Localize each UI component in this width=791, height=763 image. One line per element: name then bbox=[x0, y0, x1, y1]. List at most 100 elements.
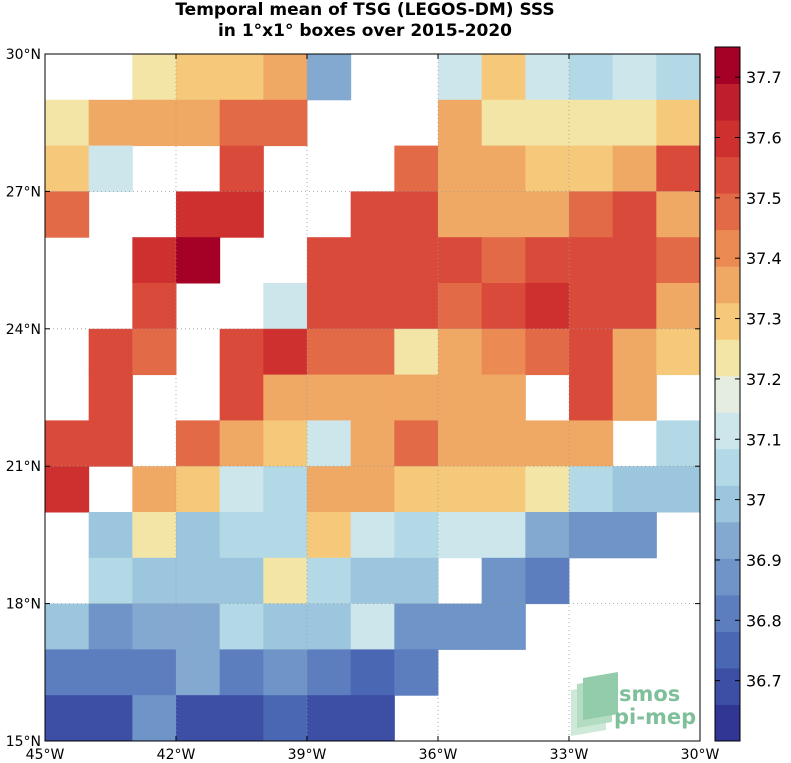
sss-cell bbox=[656, 420, 701, 467]
sss-cell bbox=[394, 557, 439, 605]
colorbar-segment bbox=[715, 83, 740, 121]
sss-cell bbox=[525, 99, 570, 147]
colorbar-segment bbox=[715, 521, 740, 559]
colorbar-frame bbox=[714, 46, 741, 742]
y-tick-label: 30°N bbox=[6, 47, 41, 63]
sss-cell bbox=[394, 191, 439, 238]
sss-cell bbox=[612, 466, 657, 513]
sss-cell bbox=[438, 420, 483, 467]
sss-cell bbox=[45, 466, 90, 513]
sss-cell bbox=[656, 466, 701, 513]
sss-cell bbox=[350, 557, 395, 605]
sss-cell bbox=[394, 466, 439, 513]
sss-cell bbox=[219, 328, 264, 376]
sss-cell bbox=[350, 283, 395, 330]
sss-cell bbox=[263, 649, 308, 696]
colorbar-segment bbox=[715, 339, 740, 377]
colorbar: 36.7 36.8 36.9 37 37.1 37.2 37.3 37.4 37.5 37.6 37… bbox=[714, 46, 782, 742]
sss-cell bbox=[612, 512, 657, 559]
sss-cell bbox=[219, 54, 264, 101]
sss-cell bbox=[307, 237, 352, 284]
sss-cell bbox=[176, 512, 221, 559]
colorbar-segment bbox=[715, 448, 740, 486]
sss-cell bbox=[219, 99, 264, 147]
sss-cell bbox=[263, 374, 308, 421]
sss-cell bbox=[219, 603, 264, 650]
sss-cell bbox=[394, 374, 439, 421]
colorbar-segment bbox=[715, 120, 740, 158]
sss-cell bbox=[263, 512, 308, 559]
sss-cell bbox=[307, 603, 352, 650]
y-tick-label: 27°N bbox=[6, 184, 41, 200]
sss-cell bbox=[394, 603, 439, 650]
sss-cell bbox=[45, 420, 90, 467]
sss-cell bbox=[88, 420, 133, 467]
sss-cell bbox=[132, 54, 177, 101]
sss-cell bbox=[569, 54, 614, 101]
sss-cell bbox=[219, 420, 264, 467]
sss-cell bbox=[307, 420, 352, 467]
colorbar-segment bbox=[715, 704, 740, 742]
sss-cell bbox=[219, 695, 264, 742]
sss-cell bbox=[45, 603, 90, 650]
sss-cell bbox=[656, 328, 701, 376]
sss-cell bbox=[569, 466, 614, 513]
x-tick-label: 42°W bbox=[157, 747, 196, 763]
logo-wave-icon bbox=[571, 672, 618, 736]
x-tick-label: 30°W bbox=[681, 747, 720, 763]
sss-cell bbox=[612, 99, 657, 147]
sss-cell bbox=[88, 374, 133, 421]
sss-cell bbox=[45, 145, 90, 192]
sss-cell bbox=[656, 191, 701, 238]
sss-cell bbox=[569, 99, 614, 147]
sss-cell bbox=[481, 99, 526, 147]
x-tick-label: 33°W bbox=[550, 747, 589, 763]
x-tick-label: 36°W bbox=[419, 747, 458, 763]
sss-cell bbox=[350, 374, 395, 421]
sss-cell bbox=[612, 374, 657, 421]
sss-cell bbox=[350, 466, 395, 513]
colorbar-segment bbox=[715, 156, 740, 194]
sss-cell bbox=[176, 557, 221, 605]
sss-cell bbox=[394, 145, 439, 192]
sss-cell bbox=[132, 237, 177, 284]
y-tick-label: 24°N bbox=[6, 322, 41, 338]
sss-cell bbox=[307, 695, 352, 742]
colorbar-segment bbox=[715, 375, 740, 413]
colorbar-segment bbox=[715, 594, 740, 632]
sss-cell bbox=[350, 420, 395, 467]
x-tick-label: 39°W bbox=[288, 747, 327, 763]
sss-cell bbox=[612, 54, 657, 101]
sss-cell bbox=[525, 237, 570, 284]
colorbar-tick-label: 37.3 bbox=[746, 310, 782, 329]
sss-cell bbox=[132, 466, 177, 513]
map-cells bbox=[45, 54, 701, 742]
chart-title-line-2: in 1°x1° boxes over 2015-2020 bbox=[217, 21, 513, 41]
sss-cell bbox=[394, 237, 439, 284]
sss-cell bbox=[45, 99, 90, 147]
sss-cell bbox=[525, 328, 570, 376]
sss-cell bbox=[481, 54, 526, 101]
sss-cell bbox=[219, 374, 264, 421]
sss-cell bbox=[88, 603, 133, 650]
sss-cell bbox=[176, 99, 221, 147]
sss-cell bbox=[569, 191, 614, 238]
sss-cell bbox=[263, 99, 308, 147]
sss-cell bbox=[394, 283, 439, 330]
sss-cell bbox=[525, 191, 570, 238]
sss-cell bbox=[307, 649, 352, 696]
colorbar-tick-label: 36.9 bbox=[746, 551, 782, 570]
sss-cell bbox=[656, 237, 701, 284]
colorbar-tick-label: 37.1 bbox=[746, 430, 782, 449]
sss-cell bbox=[219, 512, 264, 559]
colorbar-segment bbox=[715, 266, 740, 304]
sss-cell bbox=[176, 466, 221, 513]
colorbar-segment bbox=[715, 193, 740, 231]
sss-cell bbox=[88, 695, 133, 742]
sss-cell bbox=[45, 191, 90, 238]
sss-cell bbox=[481, 328, 526, 376]
sss-cell bbox=[481, 237, 526, 284]
sss-cell bbox=[481, 191, 526, 238]
sss-cell bbox=[132, 649, 177, 696]
sss-cell bbox=[438, 237, 483, 284]
